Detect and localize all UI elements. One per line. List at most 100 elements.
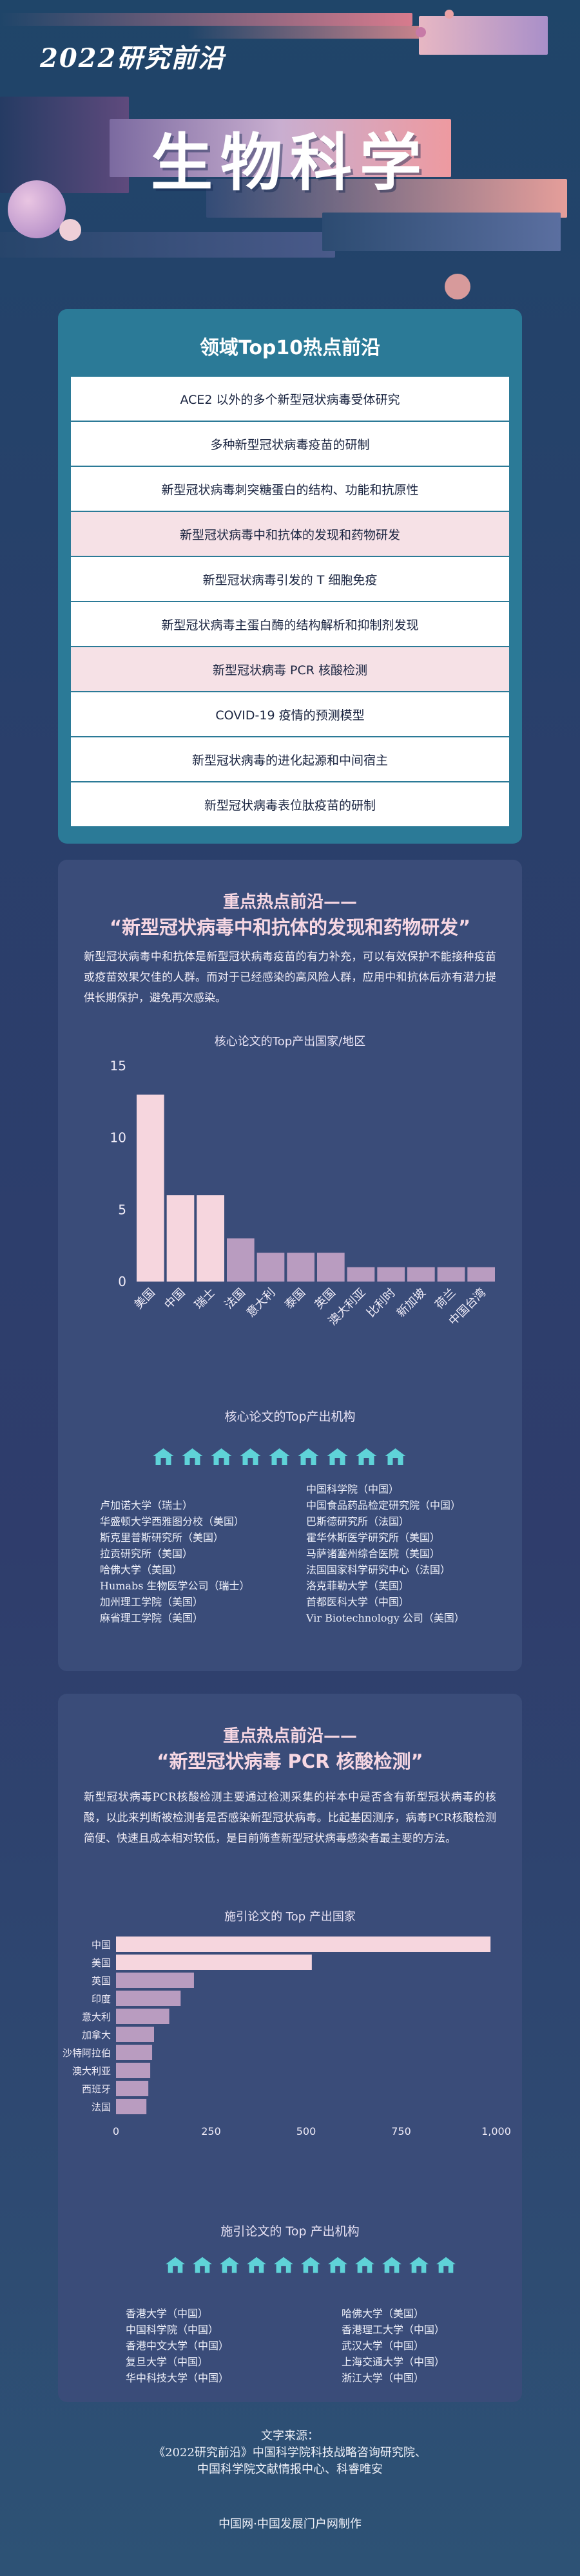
house-icon <box>211 1448 232 1465</box>
decor-bar <box>187 26 445 39</box>
institution-item: 巴斯德研究所（法国） <box>306 1515 410 1528</box>
top10-item: 新型冠状病毒主蛋白酶的结构解析和抑制剂发现 <box>71 602 509 646</box>
bar <box>116 2099 147 2114</box>
institution-item: 华盛顿大学西雅图分校（美国） <box>100 1515 245 1528</box>
institution-item: 马萨诸塞州综合医院（美国） <box>306 1548 441 1560</box>
top10-item: 新型冠状病毒刺突糖蛋白的结构、功能和抗原性 <box>71 467 509 511</box>
hotspot-card-pcr: 重点热点前沿—— “新型冠状病毒 PCR 核酸检测” 新型冠状病毒PCR核酸检测… <box>58 1694 522 2402</box>
bar <box>116 1973 194 1988</box>
top10-list: ACE2 以外的多个新型冠状病毒受体研究 多种新型冠状病毒疫苗的研制 新型冠状病毒刺… <box>71 377 509 828</box>
y-tick-label: 法国 <box>92 2101 111 2113</box>
top10-item: 新型冠状病毒表位肽疫苗的研制 <box>71 782 509 826</box>
house-icon <box>298 1448 319 1465</box>
y-tick-label: 中国 <box>92 1939 111 1951</box>
y-tick-label: 加拿大 <box>82 2029 111 2041</box>
x-tick-label: 0 <box>113 2125 119 2137</box>
decor-bar <box>0 13 412 26</box>
section-description: 新型冠状病毒中和抗体是新型冠状病毒疫苗的有力补充，可以有效保护不能接种疫苗或疫苗… <box>84 951 496 1005</box>
institution-item: 香港中文大学（中国） <box>126 2340 229 2352</box>
x-tick-label: 美国 <box>132 1286 158 1312</box>
institution-item: 上海交通大学（中国） <box>342 2356 445 2368</box>
house-icon <box>165 2257 186 2273</box>
x-tick-label: 泰国 <box>282 1286 308 1312</box>
house-icon <box>436 2257 456 2273</box>
top10-item: ACE2 以外的多个新型冠状病毒受体研究 <box>71 377 509 421</box>
bar <box>116 2063 151 2078</box>
top10-item: 新型冠状病毒 PCR 核酸检测 <box>71 647 509 691</box>
institution-item: 浙江大学（中国） <box>342 2372 425 2384</box>
source-label: 文字来源： <box>261 2429 319 2443</box>
institution-list-left: 香港大学（中国） 中国科学院（中国） 香港中文大学（中国） 复旦大学（中国） 华中科技大… <box>126 2306 300 2386</box>
bar <box>166 1195 195 1282</box>
institution-item: 拉贡研究所（美国） <box>100 1548 193 1560</box>
decor-bar <box>322 213 561 251</box>
institution-item: 哈佛大学（美国） <box>100 1564 183 1576</box>
decor-bar <box>0 97 129 193</box>
house-icon <box>269 1448 290 1465</box>
bar <box>407 1267 435 1282</box>
house-icon <box>182 1448 203 1465</box>
institution-item: 哈佛大学（美国） <box>342 2307 425 2320</box>
section-subheading: “新型冠状病毒 PCR 核酸检测” <box>157 1750 423 1772</box>
house-icon <box>300 2257 321 2273</box>
institution-item: 首都医科大学（中国） <box>306 1596 410 1608</box>
institution-list-right: 中国科学院（中国） 中国食品药品检定研究院（中国） 巴斯德研究所（法国） 霍华休斯医学… <box>306 1481 506 1626</box>
house-icon-row <box>164 2255 462 2275</box>
house-icon <box>192 2257 213 2273</box>
institution-item: 斯克里普斯研究所（美国） <box>100 1531 224 1544</box>
x-tick-label: 法国 <box>222 1286 248 1312</box>
institution-item: 加州理工学院（美国） <box>100 1596 204 1608</box>
hotspot-card-antibody: 重点热点前沿—— “新型冠状病毒中和抗体的发现和药物研发” 新型冠状病毒中和抗体… <box>58 860 522 1671</box>
top10-item: 新型冠状病毒中和抗体的发现和药物研发 <box>71 512 509 556</box>
bar <box>287 1253 314 1282</box>
y-tick-label: 意大利 <box>82 2011 111 2023</box>
bar <box>227 1238 255 1282</box>
y-tick-label: 沙特阿拉伯 <box>63 2047 111 2059</box>
house-icon <box>382 2257 402 2273</box>
x-tick-label: 新加坡 <box>394 1286 429 1320</box>
chart-title: 核心论文的Top产出国家/地区 <box>214 1035 366 1048</box>
x-tick-label: 比利时 <box>364 1286 398 1320</box>
y-tick-label: 澳大利亚 <box>72 2065 111 2077</box>
top10-item: 多种新型冠状病毒疫苗的研制 <box>71 422 509 466</box>
bar <box>116 2045 153 2060</box>
top10-item: COVID-19 疫情的预测模型 <box>71 692 509 736</box>
house-icon <box>354 2257 375 2273</box>
x-tick-label: 荷兰 <box>432 1286 458 1312</box>
bar <box>116 2009 169 2024</box>
house-icon <box>273 2257 294 2273</box>
institution-item: 卢加诺大学（瑞士） <box>100 1499 193 1511</box>
series-title: 2022研究前沿 <box>40 43 226 73</box>
institutions-title: 施引论文的 Top 产出机构 <box>220 2224 360 2239</box>
top10-item: 新型冠状病毒引发的 T 细胞免疫 <box>71 557 509 601</box>
x-tick-label: 750 <box>391 2125 411 2137</box>
decor-circle <box>416 27 426 37</box>
top10-item: 新型冠状病毒的进化起源和中间宿主 <box>71 737 509 781</box>
bar <box>116 2027 154 2042</box>
credit-line: 中国网·中国发展门户网制作 <box>218 2517 362 2531</box>
bar <box>377 1267 405 1282</box>
house-icon <box>327 2257 348 2273</box>
x-tick-label: 中国 <box>162 1286 188 1312</box>
institution-item: 霍华休斯医学研究所（美国） <box>306 1531 441 1544</box>
bar <box>467 1267 495 1282</box>
bar <box>437 1267 465 1282</box>
decor-bar <box>110 119 451 177</box>
bar <box>116 1955 312 1970</box>
institution-item: 中国食品药品检定研究院（中国） <box>306 1499 461 1511</box>
decor-bar <box>0 232 335 258</box>
bar <box>256 1253 285 1282</box>
y-tick-label: 印度 <box>92 1993 111 2005</box>
section-subheading: “新型冠状病毒中和抗体的发现和药物研发” <box>109 916 471 938</box>
x-tick-label: 1,000 <box>481 2125 511 2137</box>
institution-item: 华中科技大学（中国） <box>126 2372 229 2384</box>
top10-card: 领域Top10热点前沿 ACE2 以外的多个新型冠状病毒受体研究 多种新型冠状病毒… <box>58 309 522 844</box>
bar <box>347 1267 375 1282</box>
house-icon <box>409 2257 429 2273</box>
bar <box>116 1991 181 2006</box>
institution-item: 中国科学院（中国） <box>126 2324 219 2336</box>
page-title: 生物科学 <box>151 127 429 199</box>
house-icon-row <box>151 1447 412 1466</box>
institution-item: 复旦大学（中国） <box>126 2356 209 2368</box>
